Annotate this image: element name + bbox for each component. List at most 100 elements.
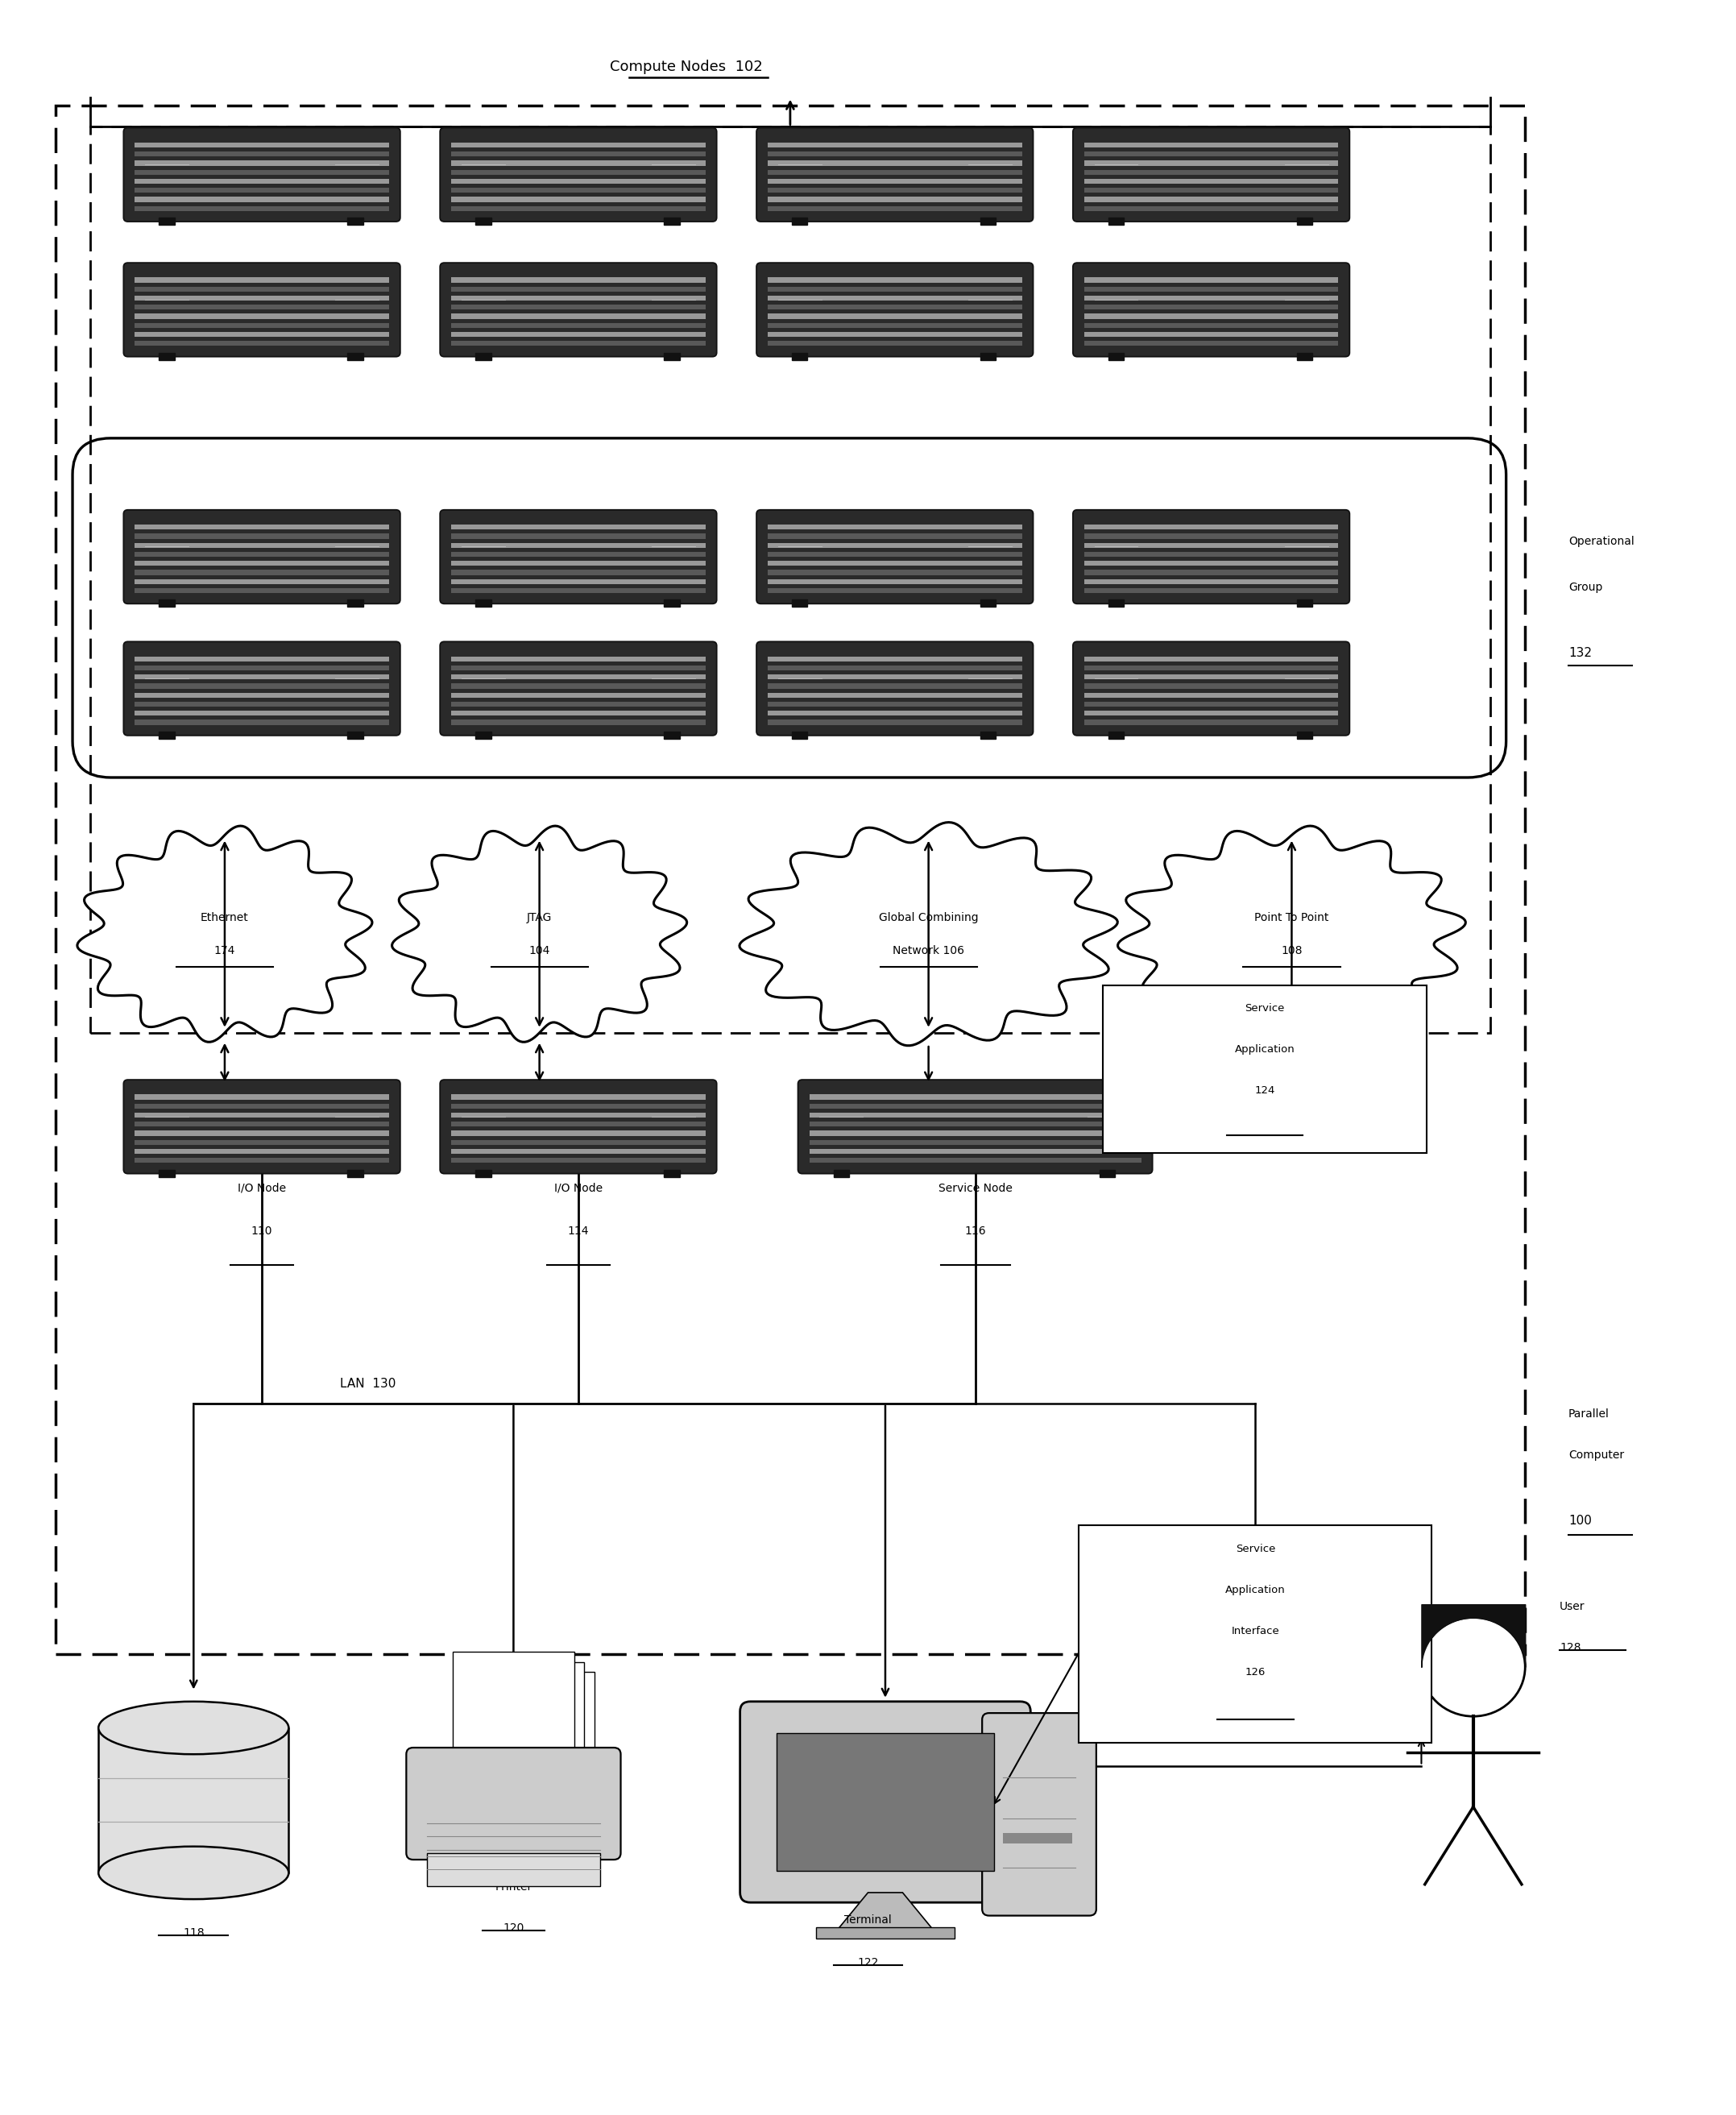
Text: Printer: Printer: [495, 1880, 533, 1893]
Bar: [767, 580, 1023, 584]
Text: 116: 116: [965, 1225, 986, 1237]
Bar: [135, 305, 389, 309]
Bar: [135, 683, 389, 689]
FancyBboxPatch shape: [123, 1081, 401, 1174]
Bar: [767, 161, 1023, 165]
FancyBboxPatch shape: [439, 510, 717, 603]
Bar: [476, 601, 491, 607]
Bar: [663, 1170, 679, 1176]
Bar: [135, 1132, 389, 1136]
Bar: [1085, 569, 1338, 575]
Bar: [1108, 218, 1123, 224]
Polygon shape: [740, 823, 1118, 1045]
Bar: [135, 544, 389, 548]
Bar: [135, 180, 389, 184]
Bar: [1085, 296, 1338, 300]
Bar: [135, 332, 389, 336]
Bar: [663, 353, 679, 360]
Polygon shape: [1118, 825, 1465, 1043]
Bar: [135, 341, 389, 347]
FancyBboxPatch shape: [474, 1671, 595, 1774]
Bar: [1297, 353, 1312, 360]
Bar: [160, 732, 175, 738]
Bar: [160, 1170, 175, 1176]
Text: Application: Application: [1234, 1045, 1295, 1055]
Text: JTAG: JTAG: [526, 912, 552, 922]
Bar: [1085, 675, 1338, 679]
Bar: [451, 341, 705, 347]
Bar: [451, 1096, 705, 1100]
Bar: [451, 161, 705, 165]
Bar: [767, 666, 1023, 670]
Bar: [767, 544, 1023, 548]
Bar: [1085, 580, 1338, 584]
Text: Application: Application: [1226, 1584, 1285, 1595]
Bar: [135, 525, 389, 529]
Bar: [1085, 711, 1338, 715]
Bar: [1085, 656, 1338, 662]
Bar: [135, 719, 389, 725]
Text: I/O Node: I/O Node: [238, 1182, 286, 1195]
Bar: [792, 353, 807, 360]
Text: User: User: [1559, 1601, 1585, 1612]
Text: 122: 122: [858, 1956, 878, 1969]
Bar: [451, 560, 705, 567]
Bar: [767, 711, 1023, 715]
Bar: [135, 1121, 389, 1127]
Text: 108: 108: [1281, 945, 1302, 956]
FancyBboxPatch shape: [439, 127, 717, 222]
Bar: [816, 1927, 955, 1939]
Bar: [767, 142, 1023, 148]
Bar: [767, 288, 1023, 292]
Bar: [135, 197, 389, 201]
Bar: [1085, 277, 1338, 283]
Bar: [1085, 152, 1338, 157]
Text: 124: 124: [1255, 1085, 1274, 1096]
Bar: [347, 218, 363, 224]
Bar: [767, 702, 1023, 706]
Bar: [451, 683, 705, 689]
Bar: [767, 552, 1023, 556]
Bar: [767, 656, 1023, 662]
Bar: [1297, 601, 1312, 607]
Text: Service Node: Service Node: [937, 1182, 1012, 1195]
Bar: [347, 1170, 363, 1176]
Bar: [160, 353, 175, 360]
Bar: [451, 197, 705, 201]
Bar: [1085, 533, 1338, 539]
Bar: [451, 675, 705, 679]
Bar: [809, 1121, 1141, 1127]
FancyBboxPatch shape: [757, 262, 1033, 357]
Bar: [135, 533, 389, 539]
Text: 100: 100: [1568, 1514, 1592, 1527]
Text: Data Storage: Data Storage: [156, 1884, 231, 1895]
Bar: [451, 180, 705, 184]
Bar: [451, 702, 705, 706]
Bar: [1297, 218, 1312, 224]
Bar: [663, 601, 679, 607]
Bar: [833, 1170, 849, 1176]
FancyBboxPatch shape: [1080, 1525, 1432, 1743]
Bar: [1085, 692, 1338, 698]
Bar: [451, 666, 705, 670]
Text: Computer: Computer: [1568, 1449, 1625, 1461]
Bar: [451, 296, 705, 300]
Bar: [767, 569, 1023, 575]
Text: Parallel: Parallel: [1568, 1409, 1609, 1419]
Bar: [981, 601, 996, 607]
Bar: [767, 675, 1023, 679]
Bar: [767, 683, 1023, 689]
Bar: [981, 353, 996, 360]
Bar: [767, 332, 1023, 336]
Bar: [981, 732, 996, 738]
Bar: [1003, 1834, 1073, 1842]
Bar: [767, 277, 1023, 283]
FancyBboxPatch shape: [740, 1700, 1031, 1904]
Bar: [451, 656, 705, 662]
FancyBboxPatch shape: [427, 1853, 601, 1887]
Bar: [347, 353, 363, 360]
Bar: [767, 719, 1023, 725]
Bar: [1085, 719, 1338, 725]
Text: Terminal: Terminal: [844, 1914, 892, 1925]
Bar: [663, 218, 679, 224]
